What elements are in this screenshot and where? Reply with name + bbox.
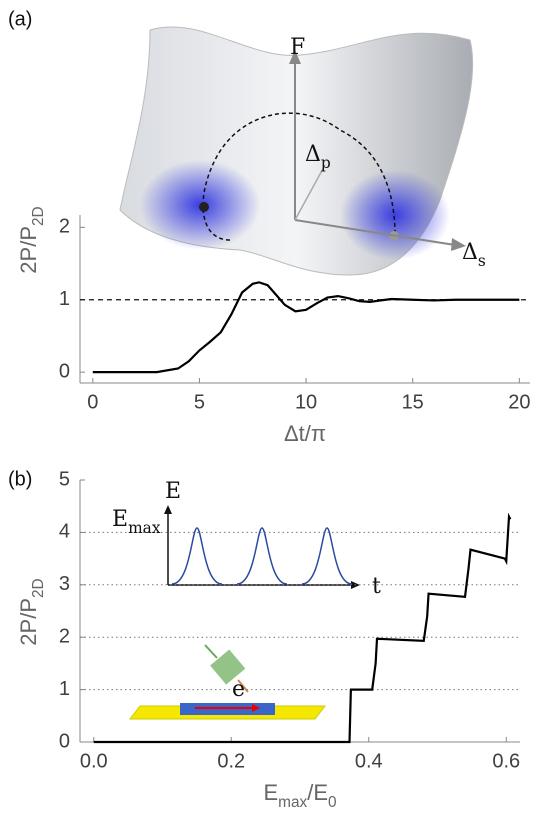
annotation: F [290,35,305,60]
y-axis-label: 2P/P2D [16,578,47,645]
annotation-part: max [128,519,161,537]
annotation-part: e [232,677,245,702]
y-tick-label: 3 [59,573,70,595]
x-axis-label-part: /E [307,780,328,805]
y-axis-label-part: 2P/P [16,226,41,274]
y-axis-label-part: 2P/P [16,598,41,646]
y-tick-label: 0 [59,360,70,382]
annotation: t [372,574,381,599]
surface-illustration [119,26,474,276]
x-axis-label-part: E [263,780,278,805]
y-axis-label-part: 2D [30,578,47,598]
annotation: Δs [462,240,486,270]
annotation-part: p [321,154,331,172]
annotation-part: F [290,35,305,60]
annotation-part: s [478,252,486,270]
y-axis-label: 2P/P2D [16,206,47,273]
y-tick-label: 2 [59,216,70,238]
y-tick-label: 4 [59,521,70,543]
x-axis-label: Δt/π [284,421,326,446]
annotation: E [165,479,181,504]
y-tick-label: 1 [59,288,70,310]
x-tick-label: 0.4 [355,750,383,772]
x-tick-label: 15 [402,391,424,413]
x-tick-label: 10 [295,391,317,413]
annotation-part: E [165,479,181,504]
y-tick-label: 0 [59,730,70,752]
annotation-part: Δ [305,142,321,167]
annotation-part: Δ [462,240,478,265]
x-tick-label: 0.6 [492,750,520,772]
y-tick-label: 5 [59,468,70,490]
inset-illustration [128,505,360,720]
x-axis-label-part: 0 [328,794,337,811]
y-tick-label: 2 [59,625,70,647]
y-axis-label-part: 2D [30,206,47,226]
annotation: Δp [305,142,331,172]
annotation-part: t [372,574,381,599]
y-tick-label: 1 [59,678,70,700]
x-axis-label-part: Δt/π [284,421,326,446]
panel-label: (b) [8,468,32,490]
x-tick-label: 20 [508,391,530,413]
x-tick-label: 0.2 [217,750,245,772]
line [93,512,512,744]
x-tick-label: 0.0 [80,750,108,772]
x-tick-label: 5 [194,391,205,413]
panel-label: (a) [8,8,32,30]
annotation: Emax [112,507,161,537]
x-axis-label: Emax/E0 [263,780,336,811]
annotation: e [232,677,245,702]
x-axis-label-part: max [278,794,307,811]
line [92,281,520,374]
x-tick-label: 0 [87,391,98,413]
annotation-part: E [112,507,128,532]
